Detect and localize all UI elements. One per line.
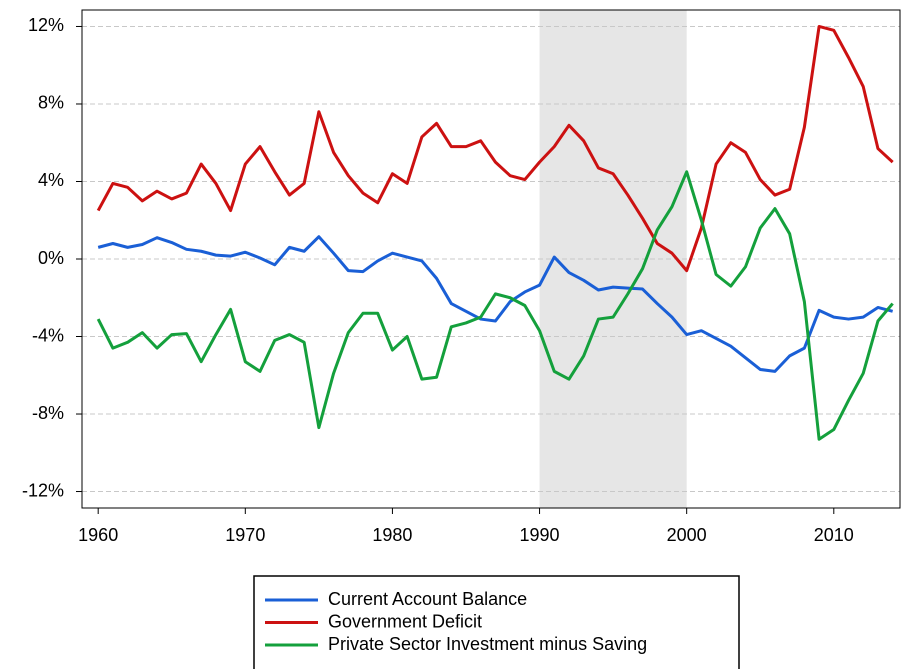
legend-box (253, 575, 740, 669)
x-tick-label: 2000 (667, 525, 707, 545)
y-tick-label: 0% (38, 248, 64, 268)
x-tick-label: 1980 (372, 525, 412, 545)
legend-label: Government Deficit (328, 611, 482, 631)
y-tick-label: -12% (22, 480, 64, 500)
x-tick-label: 1970 (225, 525, 265, 545)
x-tick-label: 1990 (520, 525, 560, 545)
x-tick-label: 2010 (814, 525, 854, 545)
legend-label: Private Sector Investment minus Saving (328, 634, 647, 654)
series-line (96, 24, 894, 273)
series-line (96, 170, 894, 441)
plot-border (81, 9, 901, 509)
x-tick-label: 1960 (78, 525, 118, 545)
y-tick-label: 12% (28, 15, 64, 35)
y-tick-label: 8% (38, 93, 64, 113)
y-tick-label: -8% (32, 403, 64, 423)
series-line (97, 235, 894, 373)
y-tick-label: -4% (32, 325, 64, 345)
legend-label: Current Account Balance (328, 589, 527, 609)
y-tick-label: 4% (38, 170, 64, 190)
